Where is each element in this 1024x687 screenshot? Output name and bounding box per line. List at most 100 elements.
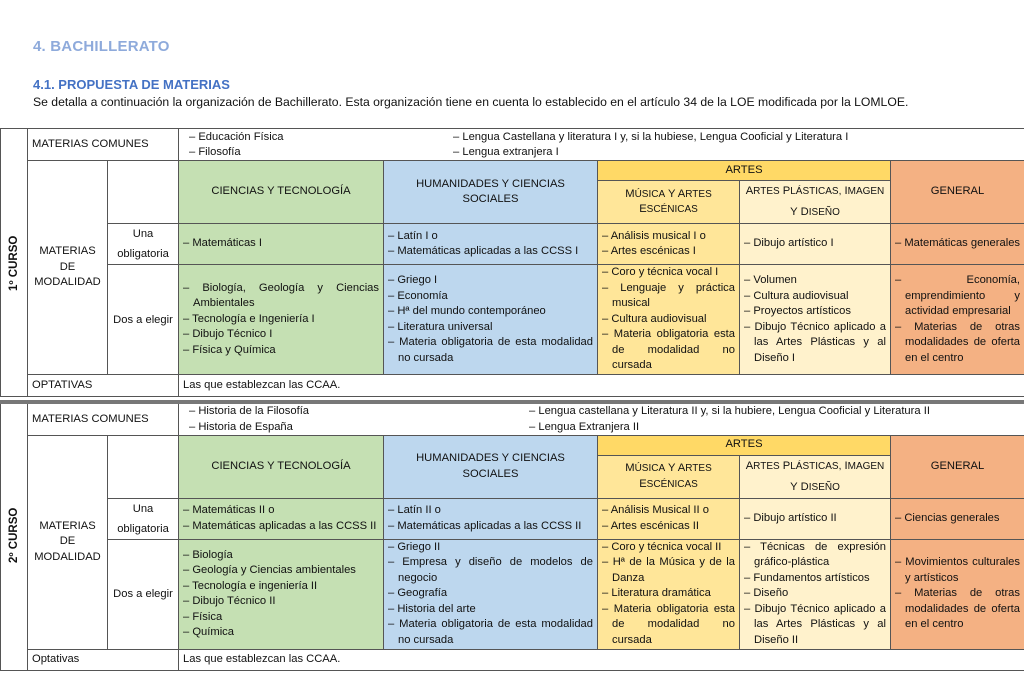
modalidad-label-text: MATERIAS DE MODALIDAD: [34, 519, 101, 563]
list-item: Cultura audiovisual: [602, 312, 735, 328]
comunes-left-list: Historia de la FilosofíaHistoria de Espa…: [189, 404, 309, 435]
list-item: Técnicas de expresión gráfico-plástica: [744, 540, 886, 571]
header-text: MÚSICA Y ARTES ESCÉNICAS: [625, 187, 712, 216]
blank-header-cell: [107, 434, 179, 499]
course-label-text: 2º CURSO: [7, 507, 20, 563]
comunes-subjects: Historia de la FilosofíaHistoria de Espa…: [177, 401, 1024, 436]
header-musica: MÚSICA Y ARTES ESCÉNICAS: [597, 454, 740, 499]
dos-general-list: Movimientos culturales y artísticosMater…: [895, 555, 1020, 633]
header-text: ARTES: [725, 163, 763, 176]
header-text: HUMANIDADES Y CIENCIAS SOCIALES: [416, 452, 565, 480]
optativas-label: Optativas: [27, 648, 179, 671]
course-table-1: 1º CURSO MATERIAS COMUNES Educación Física…: [0, 128, 1024, 397]
header-artes: ARTES: [597, 160, 891, 181]
dos-label-text: Dos a elegir: [113, 588, 173, 600]
list-item: Griego I: [388, 273, 593, 289]
table-row: Una obligatoriaMatemáticas ILatín I oMat…: [1, 223, 1024, 265]
dos-label: Dos a elegir: [107, 538, 179, 650]
list-item: Diseño: [744, 586, 886, 602]
optativas-value: Las que establezcan las CCAA.: [177, 648, 1024, 671]
list-item: Hª de la Música y de la Danza: [602, 555, 735, 586]
list-item: Dibujo Técnico I: [183, 327, 379, 343]
header-text: ARTES PLÁSTICAS, IMAGEN Y DISEÑO: [745, 459, 885, 493]
list-item: Dibujo Técnico aplicado a las Artes Plás…: [744, 320, 886, 367]
list-item: Volumen: [744, 273, 886, 289]
course-label: 1º CURSO: [0, 128, 28, 397]
header-plasticas: ARTES PLÁSTICAS, IMAGEN Y DISEÑO: [739, 454, 891, 499]
smallcaps-text: MÚSICA Y ARTES ESCÉNICAS: [625, 187, 712, 216]
una-musica-cell: Análisis Musical II oArtes escénicas II: [597, 497, 740, 540]
comunes-lists: Educación FísicaFilosofía Lengua Castella…: [183, 130, 1020, 160]
optativas-label-text: OPTATIVAS: [32, 378, 93, 391]
table-row: MATERIAS DE MODALIDAD CIENCIAS Y TECNOLOG…: [1, 160, 1024, 375]
list-item: Física: [183, 610, 379, 626]
header-text: MÚSICA Y ARTES ESCÉNICAS: [625, 462, 712, 490]
dos-musica-cell: Coro y técnica vocal ILenguaje y práctic…: [597, 264, 740, 375]
list-item: Tecnología e Ingeniería I: [183, 312, 379, 328]
header-text: GENERAL: [930, 185, 985, 198]
list-item: Historia del arte: [388, 602, 593, 618]
dos-humanidades-cell: Griego IIEmpresa y diseño de modelos de …: [383, 538, 598, 650]
header-plasticas: ARTES PLÁSTICAS, IMAGEN Y DISEÑO: [739, 180, 891, 224]
list-item: Coro y técnica vocal II: [602, 540, 735, 556]
list-item: Materia obligatoria esta de modalidad no…: [602, 327, 735, 374]
list-item: Coro y técnica vocal I: [602, 265, 735, 281]
header-ciencias: CIENCIAS Y TECNOLOGÍA: [178, 434, 384, 499]
list-item: Fundamentos artísticos: [744, 571, 886, 587]
list-item: Química: [183, 625, 379, 641]
dos-ciencias-list: Biología, Geología y Ciencias Ambientale…: [183, 281, 379, 359]
list-item: Historia de España: [189, 420, 309, 436]
list-item: Análisis Musical II o: [602, 503, 735, 519]
una-musica-cell: Análisis musical I oArtes escénicas I: [597, 223, 740, 265]
comunes-label: MATERIAS COMUNES: [27, 128, 179, 161]
list-item: Materia obligatoria de esta modalidad no…: [388, 617, 593, 648]
dos-musica-cell: Coro y técnica vocal IIHª de la Música y…: [597, 538, 740, 650]
dos-general-cell: Economía, emprendimiento y actividad emp…: [889, 264, 1024, 375]
list-item: Hª del mundo contemporáneo: [388, 304, 593, 320]
table-row: Dos a elegir BiologíaGeología y Ciencias …: [1, 538, 1024, 650]
dos-humanidades-cell: Griego IEconomíaHª del mundo contemporán…: [383, 264, 598, 375]
list-item: Biología: [183, 548, 379, 564]
una-label: Una obligatoria: [107, 497, 179, 540]
list-item: Materia obligatoria de esta modalidad no…: [388, 335, 593, 366]
dos-ciencias-cell: BiologíaGeología y Ciencias ambientalesT…: [178, 538, 384, 650]
table-row: MATERIAS DE MODALIDAD CIENCIAS Y TECNOLOG…: [1, 434, 1024, 650]
list-item: Dibujo Técnico aplicado a las Artes Plás…: [744, 602, 886, 649]
una-label-text: Una obligatoria: [117, 502, 169, 535]
list-item: Análisis musical I o: [602, 229, 735, 245]
dos-general-cell: Movimientos culturales y artísticosMater…: [889, 538, 1024, 650]
optativas-text: Las que establezcan las CCAA.: [183, 652, 341, 665]
una-humanidades-list: Latín I oMatemáticas aplicadas a las CCS…: [388, 229, 593, 260]
list-item: Proyectos artísticos: [744, 304, 886, 320]
list-item: Dibujo Técnico II: [183, 594, 379, 610]
course-label: 2º CURSO: [0, 402, 28, 670]
smallcaps-text: ARTES PLÁSTICAS, IMAGEN Y DISEÑO: [745, 459, 885, 493]
header-text: CIENCIAS Y TECNOLOGÍA: [211, 459, 351, 472]
una-plasticas-cell: Dibujo artístico II: [739, 497, 891, 540]
list-item: Geografía: [388, 586, 593, 602]
una-general-list: Ciencias generales: [895, 511, 1020, 527]
una-general-list: Matemáticas generales: [895, 236, 1020, 252]
header-ciencias: CIENCIAS Y TECNOLOGÍA: [178, 160, 384, 224]
una-plasticas-list: Dibujo artístico I: [744, 236, 886, 252]
header-musica: MÚSICA Y ARTES ESCÉNICAS: [597, 180, 740, 224]
una-humanidades-list: Latín II oMatemáticas aplicadas a las CC…: [388, 503, 593, 534]
table-row: 1º CURSO MATERIAS COMUNES Educación Física…: [0, 128, 1024, 397]
list-item: Artes escénicas II: [602, 519, 735, 535]
header-text: HUMANIDADES Y CIENCIAS SOCIALES: [416, 177, 565, 206]
comunes-right-list: Lengua castellana y Literatura II y, si …: [529, 404, 930, 435]
list-item: Economía: [388, 289, 593, 305]
dos-musica-list: Coro y técnica vocal ILenguaje y práctic…: [602, 265, 735, 374]
table-row: MÚSICA Y ARTES ESCÉNICAS ARTES PLÁSTICAS,…: [1, 454, 1024, 499]
una-humanidades-cell: Latín I oMatemáticas aplicadas a las CCS…: [383, 223, 598, 265]
comunes-lists: Historia de la FilosofíaHistoria de Espa…: [183, 404, 1020, 434]
list-item: Educación Física: [189, 130, 283, 146]
course-label-text: 1º CURSO: [7, 234, 20, 291]
list-item: Lenguaje y práctica musical: [602, 281, 735, 312]
una-ciencias-cell: Matemáticas II oMatemáticas aplicadas a …: [178, 497, 384, 540]
table-row: OPTATIVAS Las que establezcan las CCAA.: [1, 374, 1024, 397]
list-item: Matemáticas aplicadas a las CCSS I: [388, 244, 593, 260]
modalidad-label: MATERIAS DE MODALIDAD: [27, 434, 108, 650]
dos-ciencias-cell: Biología, Geología y Ciencias Ambientale…: [178, 264, 384, 375]
comunes-label-text: MATERIAS COMUNES: [32, 137, 149, 150]
